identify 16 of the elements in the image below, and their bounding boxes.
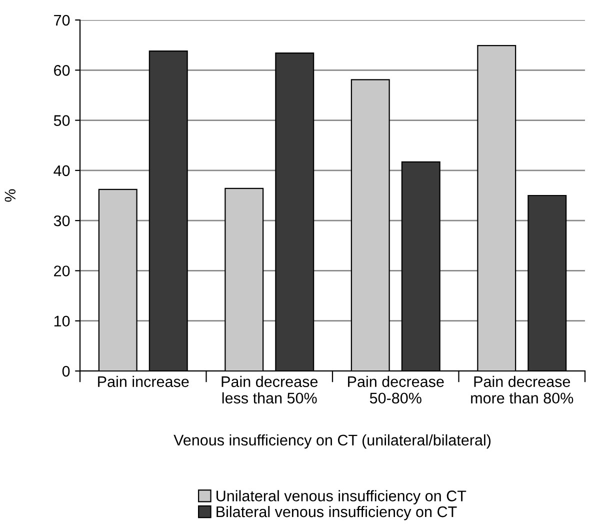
y-tick-label: 60: [54, 65, 70, 76]
y-tick-label: 70: [54, 14, 70, 26]
y-tick-label: 10: [54, 316, 70, 327]
y-tick-label: 30: [54, 215, 70, 226]
legend-label: Bilateral venous insufficiency on CT: [216, 506, 457, 520]
y-tick-label: 40: [54, 165, 70, 176]
x-tick-label: Pain increase: [98, 376, 189, 388]
x-tick-label: Pain decrease less than 50%: [222, 376, 318, 404]
y-axis-title: %: [4, 189, 16, 202]
legend-label: Unilateral venous insufficiency on CT: [216, 490, 466, 504]
x-tick-label: Pain decrease 50-80%: [348, 376, 444, 404]
y-tick-label: 0: [62, 366, 70, 377]
y-tick-label: 20: [54, 266, 70, 276]
x-tick-label: Pain decrease more than 80%: [471, 376, 574, 404]
x-axis-title: Venous insufficiency on CT (unilateral/bilateral): [174, 434, 491, 449]
y-tick-label: 50: [54, 115, 70, 126]
